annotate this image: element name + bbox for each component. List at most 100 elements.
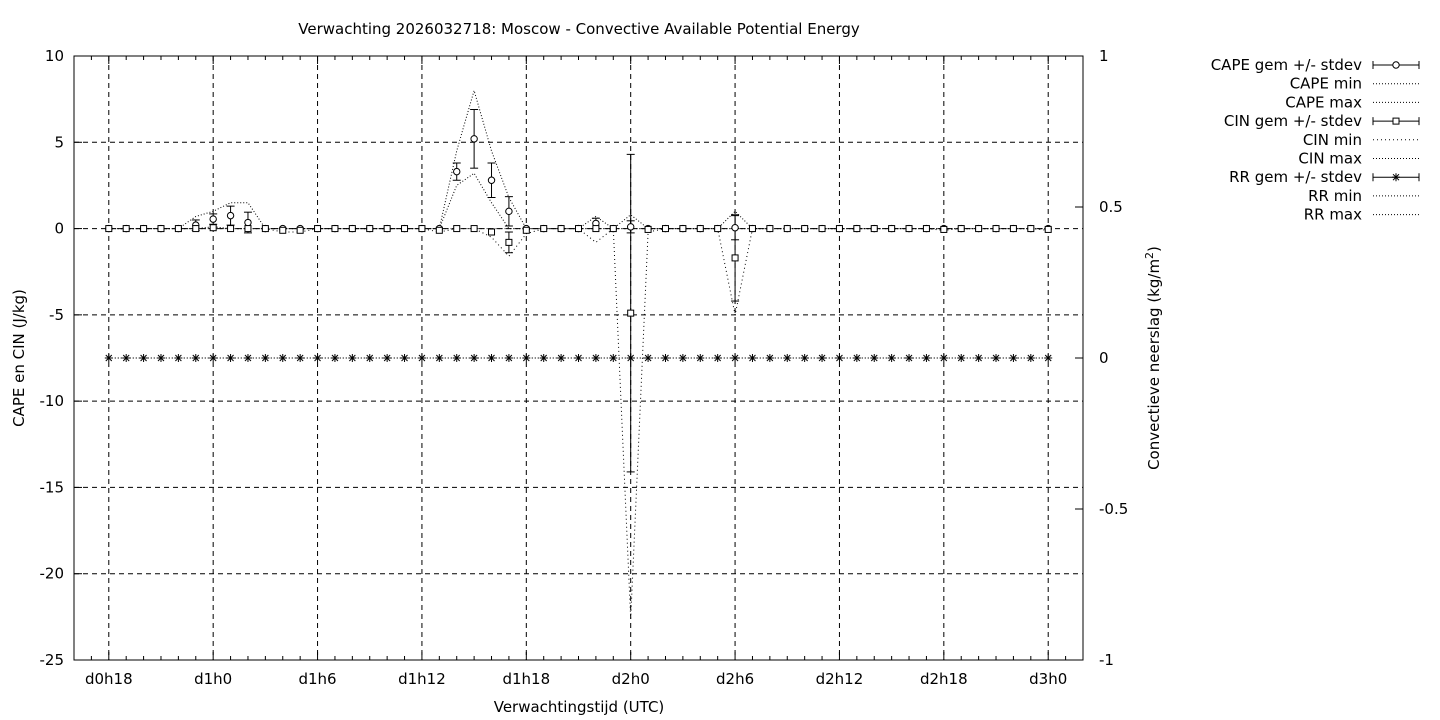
cin-point xyxy=(227,225,235,233)
rr-point xyxy=(800,354,809,362)
cin-point xyxy=(540,225,548,233)
legend-label: CIN min xyxy=(1303,131,1362,149)
star-stroke xyxy=(696,354,704,362)
x-tick-label: d1h12 xyxy=(398,670,446,688)
cin-point xyxy=(905,225,913,233)
star-stroke xyxy=(244,354,252,362)
star-stroke xyxy=(140,354,147,362)
star-stroke xyxy=(296,354,304,362)
legend-label: RR max xyxy=(1304,206,1362,224)
x-tick-label: d2h18 xyxy=(920,670,968,688)
cin-point xyxy=(922,225,930,233)
rr-point xyxy=(731,354,740,362)
x-tick-label: d2h6 xyxy=(716,670,754,688)
rr-point xyxy=(939,354,948,362)
rr-point xyxy=(835,354,844,362)
legend-sample-marker xyxy=(1392,117,1400,125)
y2-axis-label-main: Convectieve neerslag (kg/m xyxy=(1145,259,1163,470)
star-stroke xyxy=(1027,354,1035,362)
y2-tick-label: 0.5 xyxy=(1099,198,1123,216)
cin-point xyxy=(505,238,513,246)
cin-point xyxy=(957,225,965,233)
rr-point xyxy=(330,354,339,362)
star-stroke xyxy=(957,354,965,362)
rr-point xyxy=(1026,354,1035,362)
cin-point xyxy=(192,225,200,233)
star-stroke xyxy=(227,354,234,362)
cin-point xyxy=(679,225,687,233)
cin-point xyxy=(818,225,826,233)
star-stroke xyxy=(975,354,982,362)
cin-point xyxy=(575,225,582,233)
star-stroke xyxy=(366,354,374,362)
legend-label: CIN max xyxy=(1298,150,1362,168)
rr-point xyxy=(713,354,722,362)
cin-point xyxy=(1009,225,1017,233)
rr-point xyxy=(1044,354,1053,362)
star-stroke xyxy=(383,354,391,362)
rr-point xyxy=(818,354,827,362)
star-stroke xyxy=(905,354,913,362)
x-tick-label: d1h6 xyxy=(298,670,336,688)
star-stroke xyxy=(175,354,182,362)
rr-point xyxy=(957,354,966,362)
star-stroke xyxy=(766,354,774,362)
cin-point xyxy=(157,225,165,233)
rr-point xyxy=(243,354,252,362)
star-stroke xyxy=(453,354,461,362)
rr-point xyxy=(487,354,496,362)
star-stroke xyxy=(679,354,687,362)
star-stroke xyxy=(209,354,217,362)
cin-point xyxy=(105,225,113,233)
cin-point xyxy=(348,225,356,233)
y-tick-label: 10 xyxy=(45,47,64,65)
cin-point xyxy=(174,225,182,233)
star-stroke xyxy=(314,354,321,362)
star-stroke xyxy=(714,354,722,362)
y-tick-label: -5 xyxy=(49,306,64,324)
rr-point xyxy=(905,354,914,362)
x-tick-label: d1h0 xyxy=(194,670,232,688)
cin-point xyxy=(888,225,896,233)
cin-point xyxy=(1027,225,1035,233)
rr-point xyxy=(974,354,983,362)
rr-point xyxy=(992,354,1001,362)
star-stroke xyxy=(853,354,861,362)
star-stroke xyxy=(1392,173,1400,181)
cin-point xyxy=(627,309,635,317)
star-stroke xyxy=(262,354,269,362)
cin-point xyxy=(366,225,374,233)
cin-point xyxy=(244,225,252,233)
star-stroke xyxy=(801,354,809,362)
cin-point xyxy=(122,225,130,233)
x-tick-label: d2h0 xyxy=(612,670,650,688)
legend-label: CAPE gem +/- stdev xyxy=(1211,56,1362,74)
rr-point xyxy=(278,354,287,362)
rr-point xyxy=(104,354,113,362)
cin-point xyxy=(870,225,878,233)
rr-point xyxy=(504,354,513,362)
y-axis-label: CAPE en CIN (J/kg) xyxy=(10,289,28,427)
y-tick-label: -15 xyxy=(40,478,65,496)
rr-point xyxy=(783,354,792,362)
x-axis-label: Verwachtingstijd (UTC) xyxy=(494,698,665,716)
star-stroke xyxy=(557,354,565,362)
cin-point xyxy=(435,226,443,234)
rr-point xyxy=(470,354,479,362)
rr-point xyxy=(522,354,531,362)
legend-sample-marker xyxy=(1392,61,1400,69)
rr-point xyxy=(557,354,566,362)
cin-point xyxy=(453,225,461,233)
star-stroke xyxy=(470,354,478,362)
rr-point xyxy=(226,354,235,362)
star-stroke xyxy=(644,354,652,362)
rr-point xyxy=(139,354,148,362)
legend-label: CAPE min xyxy=(1290,75,1362,93)
cin-point xyxy=(853,225,861,233)
star-stroke xyxy=(435,354,443,362)
rr-point xyxy=(870,354,879,362)
cape-max-line xyxy=(108,88,1049,230)
rr-point xyxy=(156,354,165,362)
star-stroke xyxy=(940,354,948,362)
